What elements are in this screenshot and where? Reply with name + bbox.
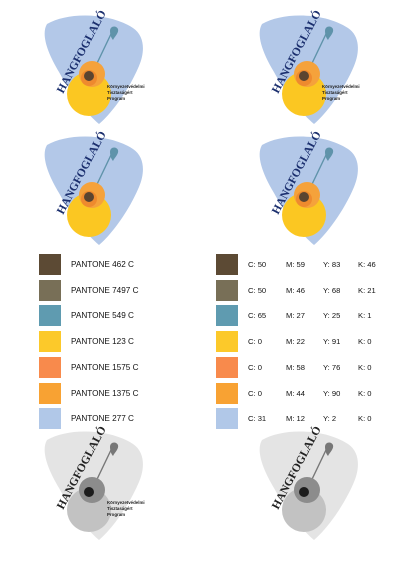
color-chip [216, 331, 238, 352]
cmyk-y-value: Y: 90 [323, 389, 341, 398]
pantone-label: PANTONE 462 C [71, 260, 134, 269]
cmyk-m-value: M: 12 [286, 414, 305, 423]
cmyk-m-value: M: 46 [286, 286, 305, 295]
pantone-row: PANTONE 549 C [39, 305, 134, 326]
color-chip [39, 357, 61, 378]
pantone-row: PANTONE 1575 C [39, 357, 139, 378]
pantone-label: PANTONE 549 C [71, 311, 134, 320]
balloon-shape [325, 26, 334, 40]
logo-subtitle-1: Környezetvédelmi [107, 500, 145, 505]
pantone-label: PANTONE 277 C [71, 414, 134, 423]
pantone-row: PANTONE 462 C [39, 254, 134, 275]
cmyk-m-value: M: 44 [286, 389, 305, 398]
pantone-row: PANTONE 1375 C [39, 383, 139, 404]
cmyk-m-value: M: 27 [286, 311, 305, 320]
color-chip [216, 305, 238, 326]
cmyk-row: C: 65 M: 27 Y: 25 K: 1 [216, 305, 386, 326]
cmyk-m-value: M: 22 [286, 337, 305, 346]
cmyk-c-value: C: 65 [248, 311, 267, 320]
balloon-shape [110, 147, 119, 161]
cmyk-row: C: 0 M: 58 Y: 76 K: 0 [216, 357, 386, 378]
cmyk-y-value: Y: 76 [323, 363, 341, 372]
cmyk-y-value: Y: 68 [323, 286, 341, 295]
pantone-label: PANTONE 1575 C [71, 363, 139, 372]
color-logo-top-left: HANGFOGLALÓ Környezetvédelmi Tisztaságér… [37, 8, 157, 134]
balloon-shape [325, 147, 334, 161]
logo-subtitle-3: Program [107, 512, 125, 517]
color-chip [39, 305, 61, 326]
color-chip [39, 280, 61, 301]
color-chip [216, 357, 238, 378]
logo-graphic: HANGFOGLALÓ [259, 129, 358, 245]
svg-text:Környezetvédelmi Tisztas: Környezetvédelmi Tisztaságért Program [107, 84, 146, 101]
pantone-label: PANTONE 123 C [71, 337, 134, 346]
grayscale-logo-left: HANGFOGLALÓ Környezetvédelmi Tisztaságér… [37, 424, 157, 550]
cmyk-k-value: K: 21 [358, 286, 376, 295]
cmyk-c-value: C: 50 [248, 286, 267, 295]
color-chip [39, 254, 61, 275]
logo-subtitle-3: Program [107, 96, 125, 101]
cmyk-k-value: K: 0 [358, 414, 372, 423]
color-logo-mid-left: HANGFOGLALÓ [37, 129, 157, 255]
cmyk-y-value: Y: 2 [323, 414, 337, 423]
cmyk-k-value: K: 0 [358, 363, 372, 372]
cmyk-y-value: Y: 25 [323, 311, 341, 320]
color-logo-mid-right: HANGFOGLALÓ [252, 129, 372, 255]
brown-dot [299, 71, 309, 81]
cmyk-m-value: M: 58 [286, 363, 305, 372]
logo-subtitle-3: Program [322, 96, 340, 101]
color-chip [39, 408, 61, 429]
brown-dot [299, 487, 309, 497]
logo-subtitle-2: Tisztaságért [107, 90, 133, 95]
pantone-label: PANTONE 1375 C [71, 389, 139, 398]
pantone-row: PANTONE 123 C [39, 331, 134, 352]
cmyk-c-value: C: 0 [248, 337, 262, 346]
grayscale-logo-right: HANGFOGLALÓ [252, 424, 372, 550]
color-chip [216, 383, 238, 404]
color-chip [216, 280, 238, 301]
logo-graphic: HANGFOGLALÓ Környezetvédelmi Tisztaságér… [44, 8, 146, 125]
cmyk-k-value: K: 1 [358, 311, 372, 320]
color-chip [39, 383, 61, 404]
logo-subtitle-1: Környezetvédelmi [322, 84, 360, 89]
cmyk-row: C: 0 M: 44 Y: 90 K: 0 [216, 383, 386, 404]
balloon-shape [110, 442, 119, 456]
color-chip [216, 254, 238, 275]
cmyk-c-value: C: 31 [248, 414, 267, 423]
cmyk-row: C: 0 M: 22 Y: 91 K: 0 [216, 331, 386, 352]
cmyk-y-value: Y: 83 [323, 260, 341, 269]
cmyk-c-value: C: 0 [248, 363, 262, 372]
balloon-shape [325, 442, 334, 456]
color-logo-top-right: HANGFOGLALÓ Környezetvédelmi Tisztaságér… [252, 8, 372, 134]
logo-graphic: HANGFOGLALÓ Környezetvédelmi Tisztaságér… [259, 8, 361, 125]
brown-dot [299, 192, 309, 202]
logo-graphic: HANGFOGLALÓ [259, 424, 358, 540]
cmyk-c-value: C: 0 [248, 389, 262, 398]
color-chip [216, 408, 238, 429]
cmyk-row: C: 50 M: 46 Y: 68 K: 21 [216, 280, 386, 301]
pantone-row: PANTONE 277 C [39, 408, 134, 429]
logo-graphic: HANGFOGLALÓ [44, 129, 143, 245]
color-chip [39, 331, 61, 352]
cmyk-y-value: Y: 91 [323, 337, 341, 346]
cmyk-row: C: 50 M: 59 Y: 83 K: 46 [216, 254, 386, 275]
brown-dot [84, 71, 94, 81]
logo-graphic: HANGFOGLALÓ Környezetvédelmi Tisztaságér… [44, 424, 146, 540]
logo-subtitle-2: Tisztaságért [107, 506, 133, 511]
pantone-label: PANTONE 7497 C [71, 286, 139, 295]
brown-dot [84, 192, 94, 202]
svg-text:Környezetvédelmi Tisztas: Környezetvédelmi Tisztaságért Program [322, 84, 361, 101]
cmyk-k-value: K: 46 [358, 260, 376, 269]
cmyk-k-value: K: 0 [358, 389, 372, 398]
pantone-row: PANTONE 7497 C [39, 280, 139, 301]
balloon-shape [110, 26, 119, 40]
logo-subtitle-2: Tisztaságért [322, 90, 348, 95]
cmyk-c-value: C: 50 [248, 260, 267, 269]
svg-text:Környezetvédelmi Tisztas: Környezetvédelmi Tisztaságért Program [107, 500, 146, 517]
cmyk-m-value: M: 59 [286, 260, 305, 269]
logo-subtitle-1: Környezetvédelmi [107, 84, 145, 89]
brown-dot [84, 487, 94, 497]
cmyk-k-value: K: 0 [358, 337, 372, 346]
cmyk-row: C: 31 M: 12 Y: 2 K: 0 [216, 408, 386, 429]
